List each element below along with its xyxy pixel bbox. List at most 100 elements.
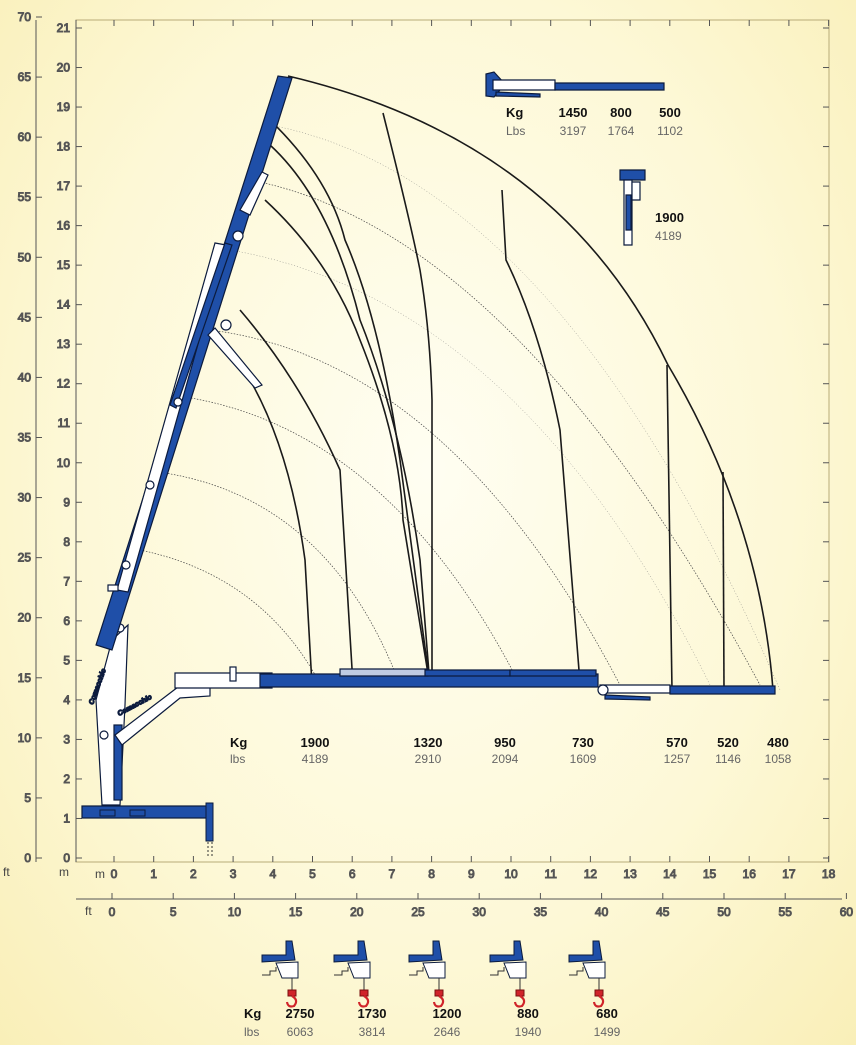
hook-lbs-value: 6063 — [287, 1025, 314, 1039]
top-kg-value: 1450 — [559, 105, 588, 120]
bottom-m-tick-label: 4 — [269, 867, 276, 881]
left-m-tick-label: 2 — [63, 772, 70, 786]
left-m-tick-label: 8 — [63, 535, 70, 549]
main-boom-upright — [95, 75, 293, 651]
bottom-ft-tick-label: 15 — [289, 905, 303, 919]
bottom-ft-tick-label: 60 — [840, 905, 854, 919]
main-lbs-label: lbs — [230, 752, 245, 766]
left-ft-tick-label: 10 — [18, 731, 32, 745]
hook-kg-label: Kg — [244, 1006, 261, 1021]
left-m-tick-label: 16 — [57, 219, 71, 233]
bottom-m-tick-label: 16 — [743, 867, 757, 881]
main-lbs-value: 2910 — [415, 752, 442, 766]
bottom-ft-axis: 0 5 10 15 20 25 30 35 40 45 50 55 60 — [76, 893, 854, 920]
left-m-tick-label: 14 — [57, 298, 71, 312]
left-ft-tick-label: 25 — [18, 551, 32, 565]
left-m-tick-label: 9 — [63, 495, 70, 509]
load-curves — [239, 75, 774, 691]
bottom-ft-tick-label: 0 — [109, 905, 116, 919]
main-kg-value: 570 — [666, 735, 688, 750]
bottom-ft-tick-label: 25 — [411, 905, 425, 919]
bottom-m-first-label: m — [95, 867, 105, 881]
bottom-ft-tick-label: 50 — [717, 905, 731, 919]
bottom-m-tick-label: 2 — [190, 867, 197, 881]
bottom-ft-tick-label: 55 — [779, 905, 793, 919]
bottom-ft-tick-label: 5 — [170, 905, 177, 919]
bottom-m-tick-label: 12 — [584, 867, 598, 881]
hook-kg-value: 680 — [596, 1006, 618, 1021]
bottom-m-tick-label: 6 — [349, 867, 356, 881]
vertical-rating-lbs: 4189 — [655, 229, 682, 243]
left-m-tick-label: 21 — [57, 21, 71, 35]
left-ft-tick-label: 5 — [24, 791, 31, 805]
main-lbs-value: 4189 — [302, 752, 329, 766]
left-m-tick-label: 18 — [57, 140, 71, 154]
hook-kg-value: 1200 — [433, 1006, 462, 1021]
top-lbs-value: 1764 — [608, 124, 635, 138]
left-m-tick-label: 5 — [63, 653, 70, 667]
crane-boom-icon-top — [485, 71, 665, 98]
main-kg-value: 1900 — [301, 735, 330, 750]
bottom-m-axis: 0 1 2 3 4 5 6 7 8 9 10 11 12 13 14 15 16 17 18 — [110, 20, 836, 882]
bottom-m-tick-label: 15 — [703, 867, 717, 881]
hook-icon — [261, 940, 299, 1008]
left-ft-tick-label: 40 — [18, 370, 32, 384]
main-kg-value: 520 — [717, 735, 739, 750]
left-ft-axis: 0 5 10 15 20 25 30 35 40 45 50 55 60 65 70 — [17, 10, 42, 866]
top-lbs-value: 3197 — [560, 124, 587, 138]
left-m-tick-label: 10 — [57, 456, 71, 470]
bottom-ft-tick-label: 35 — [534, 905, 548, 919]
main-lbs-value: 1058 — [765, 752, 792, 766]
left-m-tick-label: 0 — [63, 851, 70, 865]
left-ft-tick-label: 70 — [18, 10, 32, 24]
vertical-rating: 1900 4189 — [655, 210, 684, 243]
hook-kg-value: 2750 — [286, 1006, 315, 1021]
hook-lbs-value: 1940 — [515, 1025, 542, 1039]
bottom-ft-tick-label: 40 — [595, 905, 609, 919]
top-load-table: Kg Lbs 1450 800 500 3197 1764 1102 — [506, 105, 683, 138]
hook-lbs-value: 1499 — [594, 1025, 621, 1039]
hook-icon — [408, 940, 446, 1008]
crane-boom-icon-vertical — [619, 169, 646, 246]
left-ft-tick-label: 0 — [24, 851, 31, 865]
bottom-m-tick-label: 8 — [428, 867, 435, 881]
left-m-tick-label: 15 — [57, 258, 71, 272]
top-lbs-value: 1102 — [657, 124, 683, 138]
main-kg-value: 1320 — [414, 735, 443, 750]
bottom-ft-tick-label: 30 — [473, 905, 487, 919]
left-ft-tick-label: 45 — [18, 310, 32, 324]
hook-kg-value: 880 — [517, 1006, 539, 1021]
bottom-ft-tick-label: 45 — [656, 905, 670, 919]
main-kg-label: Kg — [230, 735, 247, 750]
left-m-tick-label: 6 — [63, 614, 70, 628]
left-ft-tick-label: 60 — [18, 130, 32, 144]
left-ft-tick-label: 50 — [18, 250, 32, 264]
main-lbs-value: 1146 — [715, 752, 741, 766]
left-m-tick-label: 11 — [58, 416, 71, 430]
m-unit-label: m — [59, 865, 69, 879]
bottom-ft-tick-label: 10 — [228, 905, 242, 919]
left-m-tick-label: 17 — [57, 179, 71, 193]
radius-arcs-fine — [229, 124, 781, 691]
bottom-m-tick-label: 11 — [544, 867, 557, 881]
left-ft-tick-label: 55 — [18, 190, 32, 204]
hook-icon — [333, 940, 371, 1008]
left-ft-tick-label: 65 — [18, 70, 32, 84]
bottom-m-tick-label: 9 — [468, 867, 475, 881]
bottom-m-tick-label: 17 — [782, 867, 796, 881]
main-load-table: Kg lbs 1900 1320 950 730 570 520 480 4189 2910 2… — [230, 735, 792, 766]
main-kg-value: 480 — [767, 735, 789, 750]
ft-corner-label: ft — [3, 865, 10, 879]
main-lbs-value: 2094 — [492, 752, 519, 766]
bottom-m-tick-label: 3 — [230, 867, 237, 881]
left-ft-tick-label: 35 — [18, 431, 32, 445]
bottom-m-tick-label: 0 — [111, 867, 118, 881]
bottom-ft-tick-label: 20 — [350, 905, 364, 919]
left-m-tick-label: 4 — [63, 693, 70, 707]
main-lbs-value: 1609 — [570, 752, 597, 766]
bottom-m-tick-label: 7 — [389, 867, 396, 881]
vertical-rating-kg: 1900 — [655, 210, 684, 225]
crane-base — [81, 802, 214, 858]
top-lbs-label: Lbs — [506, 124, 525, 138]
